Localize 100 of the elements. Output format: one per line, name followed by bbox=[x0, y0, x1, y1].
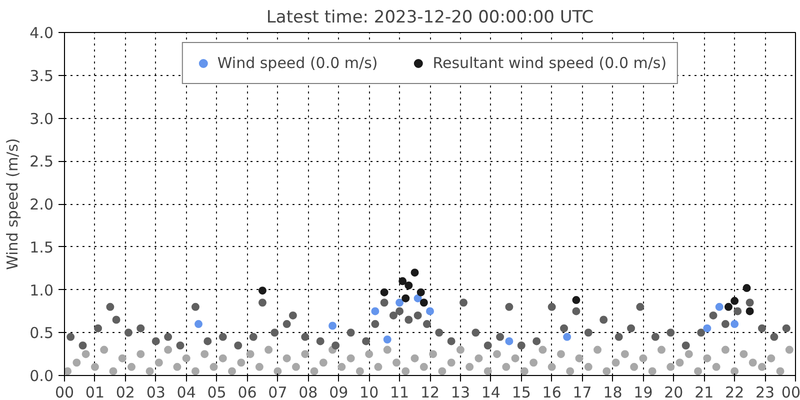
point bbox=[517, 341, 526, 350]
x-tick-label: 00 bbox=[781, 384, 800, 400]
point bbox=[730, 320, 739, 328]
point bbox=[258, 286, 266, 295]
point bbox=[176, 341, 184, 350]
point bbox=[548, 302, 556, 311]
point bbox=[496, 332, 504, 341]
y-tick-label: 2.0 bbox=[30, 196, 54, 214]
legend-label: Wind speed (0.0 m/s) bbox=[217, 54, 378, 72]
point bbox=[204, 337, 212, 346]
point bbox=[328, 322, 337, 330]
point bbox=[404, 281, 413, 290]
point bbox=[770, 332, 778, 341]
y-tick-label: 3.0 bbox=[30, 110, 54, 128]
point bbox=[66, 332, 75, 341]
x-tick-label: 22 bbox=[725, 384, 744, 400]
point bbox=[472, 328, 480, 337]
point bbox=[316, 337, 324, 346]
point bbox=[410, 268, 419, 277]
point bbox=[332, 341, 340, 350]
point bbox=[396, 298, 404, 307]
x-tick-label: 02 bbox=[116, 384, 135, 400]
x-tick-label: 12 bbox=[420, 384, 440, 400]
point bbox=[422, 320, 431, 328]
point bbox=[651, 332, 660, 341]
point bbox=[447, 337, 456, 346]
x-tick-label: 14 bbox=[481, 384, 500, 400]
chart-title: Latest time: 2023-12-20 00:00:00 UTC bbox=[266, 8, 594, 28]
point bbox=[484, 341, 492, 350]
x-tick-label: 17 bbox=[572, 384, 592, 400]
point bbox=[78, 341, 87, 350]
y-tick-label: 1.5 bbox=[30, 238, 54, 256]
point bbox=[703, 324, 712, 332]
point bbox=[600, 316, 608, 324]
x-tick-label: 03 bbox=[146, 384, 166, 400]
point bbox=[505, 337, 514, 346]
legend-label: Resultant wind speed (0.0 m/s) bbox=[432, 54, 667, 72]
y-tick-label: 0.0 bbox=[30, 367, 54, 385]
point bbox=[682, 341, 690, 350]
y-tick-label: 2.5 bbox=[30, 152, 54, 171]
point bbox=[371, 307, 380, 316]
x-tick-label: 20 bbox=[664, 384, 684, 400]
y-axis-title: Wind speed (m/s) bbox=[4, 138, 22, 270]
point bbox=[420, 298, 428, 307]
point bbox=[396, 307, 404, 316]
point bbox=[389, 311, 398, 320]
point bbox=[112, 316, 120, 324]
point bbox=[697, 328, 706, 337]
point bbox=[730, 296, 739, 305]
point bbox=[383, 335, 392, 344]
y-tick-label: 3.5 bbox=[30, 66, 54, 85]
point bbox=[249, 332, 258, 341]
point bbox=[460, 298, 468, 307]
point bbox=[715, 302, 724, 311]
x-tick-label: 01 bbox=[85, 384, 105, 400]
point bbox=[234, 341, 242, 350]
point bbox=[124, 328, 132, 337]
point bbox=[380, 298, 388, 307]
x-tick-label: 18 bbox=[603, 384, 622, 400]
x-tick-label: 13 bbox=[450, 384, 470, 400]
x-tick-label: 10 bbox=[360, 384, 379, 400]
point bbox=[416, 288, 425, 296]
point bbox=[191, 302, 200, 311]
point bbox=[614, 332, 623, 341]
point bbox=[164, 332, 172, 341]
point bbox=[380, 288, 388, 296]
point bbox=[282, 320, 291, 328]
x-tick-label: 23 bbox=[756, 384, 775, 400]
point bbox=[627, 324, 636, 332]
point bbox=[426, 307, 434, 316]
x-tick-label: 07 bbox=[268, 384, 288, 400]
point bbox=[584, 328, 592, 337]
point bbox=[742, 284, 751, 292]
y-tick-label: 1.0 bbox=[30, 281, 54, 300]
point bbox=[371, 320, 380, 328]
x-tick-label: 09 bbox=[329, 384, 348, 400]
point bbox=[288, 311, 297, 320]
x-tick-label: 06 bbox=[238, 384, 257, 400]
x-tick-label: 08 bbox=[298, 384, 318, 400]
point bbox=[572, 296, 580, 304]
x-tick-label: 15 bbox=[512, 384, 531, 400]
point bbox=[782, 324, 790, 332]
point bbox=[721, 320, 730, 328]
x-tick-label: 00 bbox=[54, 384, 74, 400]
point bbox=[572, 307, 580, 316]
point bbox=[636, 302, 644, 311]
point bbox=[362, 337, 370, 346]
point bbox=[398, 277, 407, 286]
point bbox=[152, 337, 160, 346]
point bbox=[270, 328, 279, 337]
point bbox=[758, 324, 766, 332]
point bbox=[94, 324, 102, 332]
point bbox=[136, 324, 145, 332]
point bbox=[709, 311, 718, 320]
point bbox=[414, 311, 422, 320]
point bbox=[746, 307, 754, 316]
point bbox=[666, 328, 675, 337]
point bbox=[505, 302, 514, 311]
x-tick-label: 21 bbox=[694, 384, 714, 400]
point bbox=[106, 302, 114, 311]
